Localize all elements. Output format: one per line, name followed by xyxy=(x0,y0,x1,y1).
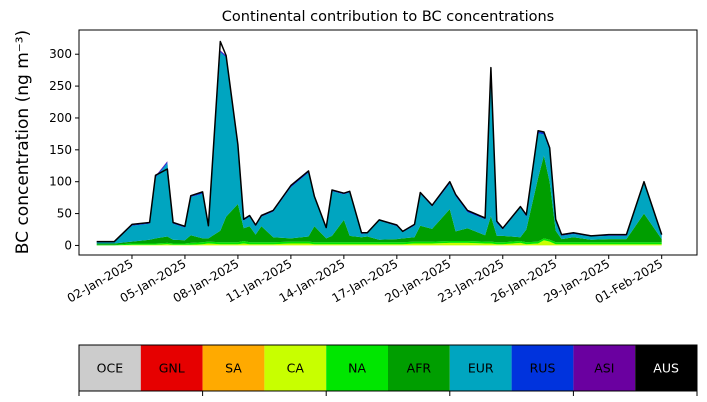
legend-swatch-rus xyxy=(511,345,574,391)
y-tick-label: 250 xyxy=(49,79,72,93)
area-eur xyxy=(96,52,662,244)
legend-label-eur: EUR xyxy=(468,361,494,376)
legend-swatch-oce xyxy=(79,345,141,391)
y-tick-label: 200 xyxy=(49,111,72,125)
y-tick-label: 150 xyxy=(49,143,72,157)
plot-area xyxy=(96,40,663,246)
legend: OCE GNL SA CA NA AFR EUR RUS ASI AUS xyxy=(78,344,698,396)
legend-swatch-eur xyxy=(449,345,512,391)
legend-label-asi: ASI xyxy=(594,361,614,376)
area-afr xyxy=(96,155,662,245)
chart-title: Continental contribution to BC concentra… xyxy=(222,9,554,25)
legend-swatch-ca xyxy=(264,345,327,391)
legend-label-gnl: GNL xyxy=(159,361,185,376)
legend-swatch-afr xyxy=(388,345,450,391)
legend-label-afr: AFR xyxy=(407,361,432,376)
legend-frame xyxy=(78,344,698,392)
legend-label-rus: RUS xyxy=(530,361,556,376)
plot-frame xyxy=(78,29,698,256)
legend-label-oce: OCE xyxy=(97,361,124,376)
y-tick-label: 300 xyxy=(49,47,72,61)
area-na xyxy=(96,238,662,246)
legend-swatch-na xyxy=(326,345,388,391)
legend-label-na: NA xyxy=(348,361,366,376)
area-ca xyxy=(96,240,662,246)
total-line xyxy=(96,40,663,243)
legend-swatch-aus xyxy=(635,345,697,391)
y-tick-label: 100 xyxy=(49,175,72,189)
legend-label-aus: AUS xyxy=(653,361,679,376)
y-tick-label: 50 xyxy=(57,207,72,221)
y-axis: 0 50 100 150 200 250 300 xyxy=(49,47,79,252)
legend-swatch-gnl xyxy=(140,345,203,391)
y-axis-label: BC concentration (ng m⁻³) xyxy=(13,30,33,254)
legend-label-ca: CA xyxy=(287,361,305,376)
legend-swatch-sa xyxy=(202,345,265,391)
x-axis: 02-Jan-202505-Jan-202508-Jan-202511-Jan-… xyxy=(65,255,665,306)
legend-label-sa: SA xyxy=(225,361,242,376)
area-asi xyxy=(96,50,662,242)
legend-swatch-asi xyxy=(573,345,636,391)
y-tick-label: 0 xyxy=(64,238,72,252)
area-rus xyxy=(96,51,662,243)
